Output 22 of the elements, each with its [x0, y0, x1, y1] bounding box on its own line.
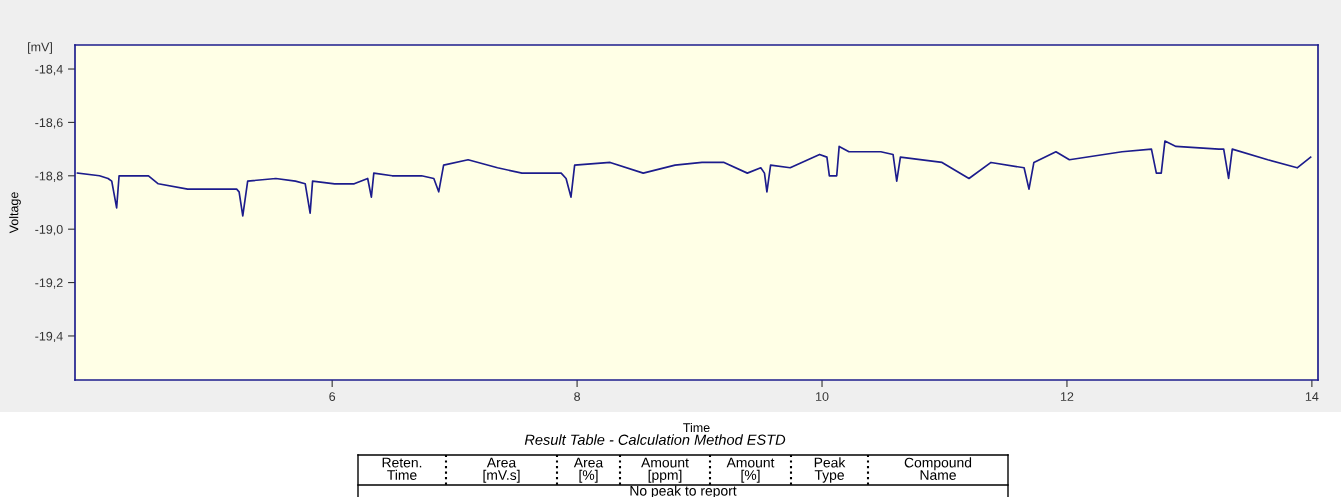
text: Area [%] — [573, 457, 604, 483]
x-axis-title: Time — [683, 422, 710, 433]
text: [mV] — [28, 42, 52, 54]
text: Compound Name — [904, 457, 972, 480]
y-tick-label: -19,2 — [35, 278, 63, 289]
text: Amount [ppm] — [641, 457, 689, 483]
text: Area [mV.s] — [483, 457, 520, 483]
text: Result Table - Calculation Method ESTD — [524, 434, 786, 445]
text: Amount [%] — [726, 457, 775, 483]
x-tick-label: 14 — [1305, 392, 1319, 401]
text: Reten. Time — [382, 457, 422, 480]
x-tick-label: 6 — [329, 392, 336, 401]
x-tick-label: 8 — [574, 392, 581, 401]
x-tick-label: 10 — [816, 392, 829, 401]
y-axis-title: Voltage — [9, 192, 21, 234]
y-tick-label: -19,4 — [35, 331, 63, 343]
y-tick-label: -18,6 — [35, 118, 63, 129]
text: Peak Type — [814, 457, 846, 483]
y-tick-label: -18,8 — [35, 171, 63, 182]
y-tick-label: -19,0 — [35, 224, 63, 236]
y-tick-label: -18,4 — [35, 64, 63, 76]
x-tick-label: 12 — [1060, 392, 1074, 401]
